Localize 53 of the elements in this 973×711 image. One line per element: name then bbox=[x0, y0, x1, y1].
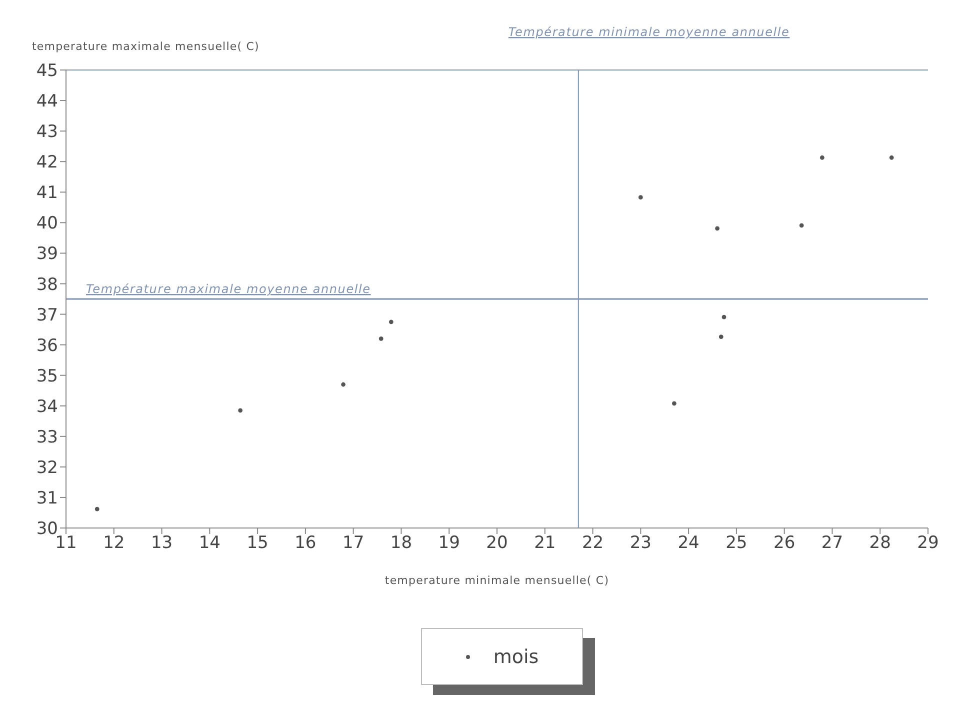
x-tick-label: 20 bbox=[486, 533, 508, 554]
point bbox=[238, 408, 243, 413]
x-tick-label: 15 bbox=[246, 533, 268, 554]
y-tick-label: 42 bbox=[36, 152, 58, 173]
y-tick-label: 41 bbox=[36, 183, 58, 204]
y-tick-label: 45 bbox=[36, 61, 58, 82]
x-tick-label: 17 bbox=[342, 533, 364, 554]
x-tick-label: 12 bbox=[103, 533, 125, 554]
x-tick-label: 16 bbox=[294, 533, 316, 554]
x-tick-label: 26 bbox=[774, 533, 796, 554]
y-tick-label: 31 bbox=[36, 488, 58, 508]
x-tick-label: 18 bbox=[390, 533, 412, 554]
point bbox=[378, 336, 384, 341]
point bbox=[722, 314, 726, 320]
y-tick-label: 34 bbox=[36, 396, 58, 417]
ref-line-label: Température minimale moyenne annuelle bbox=[508, 25, 790, 39]
y-tick-label: 35 bbox=[36, 366, 58, 386]
point bbox=[672, 401, 676, 406]
x-tick-label: 14 bbox=[198, 533, 220, 554]
x-tick-label: 21 bbox=[534, 533, 556, 554]
x-tick-label: 24 bbox=[678, 533, 700, 554]
y-tick-label: 44 bbox=[36, 92, 58, 112]
y-tick-label: 33 bbox=[36, 427, 58, 448]
y-tick-label: 40 bbox=[36, 214, 58, 234]
x-tick-label: 25 bbox=[726, 533, 748, 554]
y-tick-label: 43 bbox=[36, 122, 58, 142]
x-tick-label: 27 bbox=[821, 533, 844, 554]
y-tick-label: 36 bbox=[36, 336, 58, 356]
legend-label: mois bbox=[493, 646, 539, 668]
x-tick-label: 13 bbox=[150, 533, 173, 554]
y-axis-title: temperature maximale mensuelle( C) bbox=[32, 40, 260, 53]
y-tick-label: 32 bbox=[36, 458, 58, 478]
x-tick-label: 11 bbox=[55, 533, 77, 554]
x-axis-title: temperature minimale mensuelle( C) bbox=[384, 574, 610, 587]
x-tick-label: 19 bbox=[438, 533, 460, 554]
y-tick-label: 30 bbox=[36, 519, 58, 540]
point bbox=[799, 223, 804, 228]
y-tick-label: 38 bbox=[36, 274, 58, 295]
point bbox=[820, 155, 824, 160]
x-tick-label: 23 bbox=[630, 533, 652, 554]
x-tick-label: 28 bbox=[869, 533, 891, 554]
point bbox=[718, 334, 724, 340]
point bbox=[889, 155, 894, 160]
point bbox=[94, 506, 100, 512]
point bbox=[638, 195, 643, 200]
ref-line-label: Température maximale moyenne annuelle bbox=[86, 282, 371, 296]
x-tick-label: 29 bbox=[917, 533, 939, 554]
point bbox=[341, 382, 346, 387]
x-tick-label: 22 bbox=[582, 533, 604, 554]
y-tick-label: 37 bbox=[36, 305, 58, 326]
point bbox=[388, 320, 394, 324]
y-tick-label: 39 bbox=[36, 244, 58, 264]
point bbox=[715, 226, 720, 231]
